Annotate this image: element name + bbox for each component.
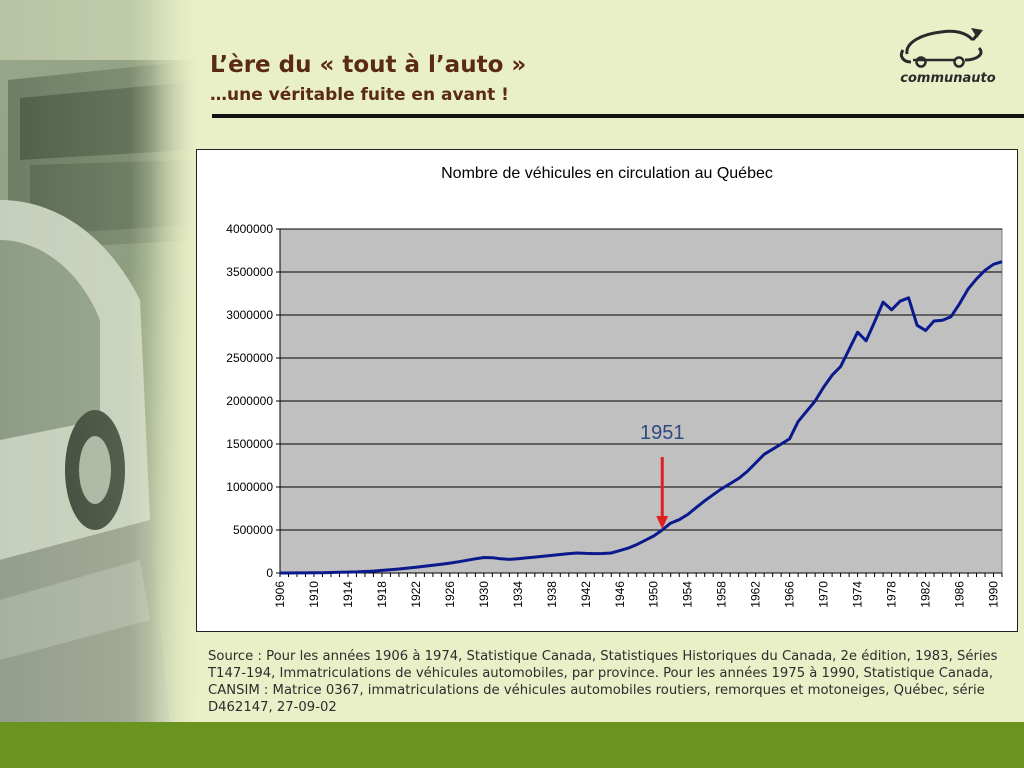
x-tick-label-1934: 1934	[511, 581, 525, 608]
x-tick-label-1926: 1926	[443, 581, 457, 608]
y-tick-label-0: 0	[266, 566, 273, 580]
source-note: Source : Pour les années 1906 à 1974, St…	[208, 649, 998, 715]
y-tick-label-500000: 500000	[233, 523, 273, 537]
x-tick-label-1930: 1930	[477, 581, 491, 608]
x-tick-label-1910: 1910	[307, 581, 321, 608]
y-tick-label-4000000: 4000000	[226, 222, 273, 236]
communauto-logo: communauto	[893, 20, 1003, 95]
chart-container: Nombre de véhicules en circulation au Qu…	[196, 149, 1018, 632]
car-logo-icon	[899, 28, 983, 68]
line-chart: 0 500000 1000000 1500000 2000000 2500000 30000…	[226, 222, 1003, 608]
x-tick-label-1954: 1954	[681, 581, 695, 608]
x-tick-label-1946: 1946	[613, 581, 627, 608]
x-tick-label-1970: 1970	[817, 581, 831, 608]
x-tick-label-1962: 1962	[749, 581, 763, 608]
x-tick-label-1986: 1986	[953, 581, 967, 608]
x-tick-label-1982: 1982	[919, 581, 933, 608]
slide-subtitle: …une véritable fuite en avant !	[210, 85, 509, 105]
chart-title: Nombre de véhicules en circulation au Qu…	[441, 165, 773, 182]
y-tick-label-2000000: 2000000	[226, 394, 273, 408]
footer-bar	[0, 722, 1024, 768]
x-tick-label-1974: 1974	[851, 581, 865, 608]
x-tick-label-1914: 1914	[341, 581, 355, 608]
x-tick-label-1990: 1990	[987, 581, 1001, 608]
logo-wordmark: communauto	[900, 71, 996, 86]
y-tick-label-1500000: 1500000	[226, 437, 273, 451]
x-tick-label-1922: 1922	[409, 581, 423, 608]
x-tick-label-1918: 1918	[375, 581, 389, 608]
y-tick-label-2500000: 2500000	[226, 351, 273, 365]
y-tick-label-3000000: 3000000	[226, 308, 273, 322]
series-line	[280, 260, 1003, 575]
x-tick-label-1942: 1942	[579, 581, 593, 608]
slide-title: L’ère du « tout à l’auto »	[210, 52, 527, 78]
x-tick-label-1978: 1978	[885, 581, 899, 608]
x-tick-label-1938: 1938	[545, 581, 559, 608]
x-tick-label-1958: 1958	[715, 581, 729, 608]
annotation-arrow-head	[656, 516, 669, 529]
title-divider	[212, 114, 1024, 118]
x-tick-label-1950: 1950	[647, 581, 661, 608]
x-tick-label-1906: 1906	[273, 581, 287, 608]
annotation-label: 1951	[640, 422, 685, 444]
y-tick-label-3500000: 3500000	[226, 265, 273, 279]
y-tick-label-1000000: 1000000	[226, 480, 273, 494]
x-tick-label-1966: 1966	[783, 581, 797, 608]
